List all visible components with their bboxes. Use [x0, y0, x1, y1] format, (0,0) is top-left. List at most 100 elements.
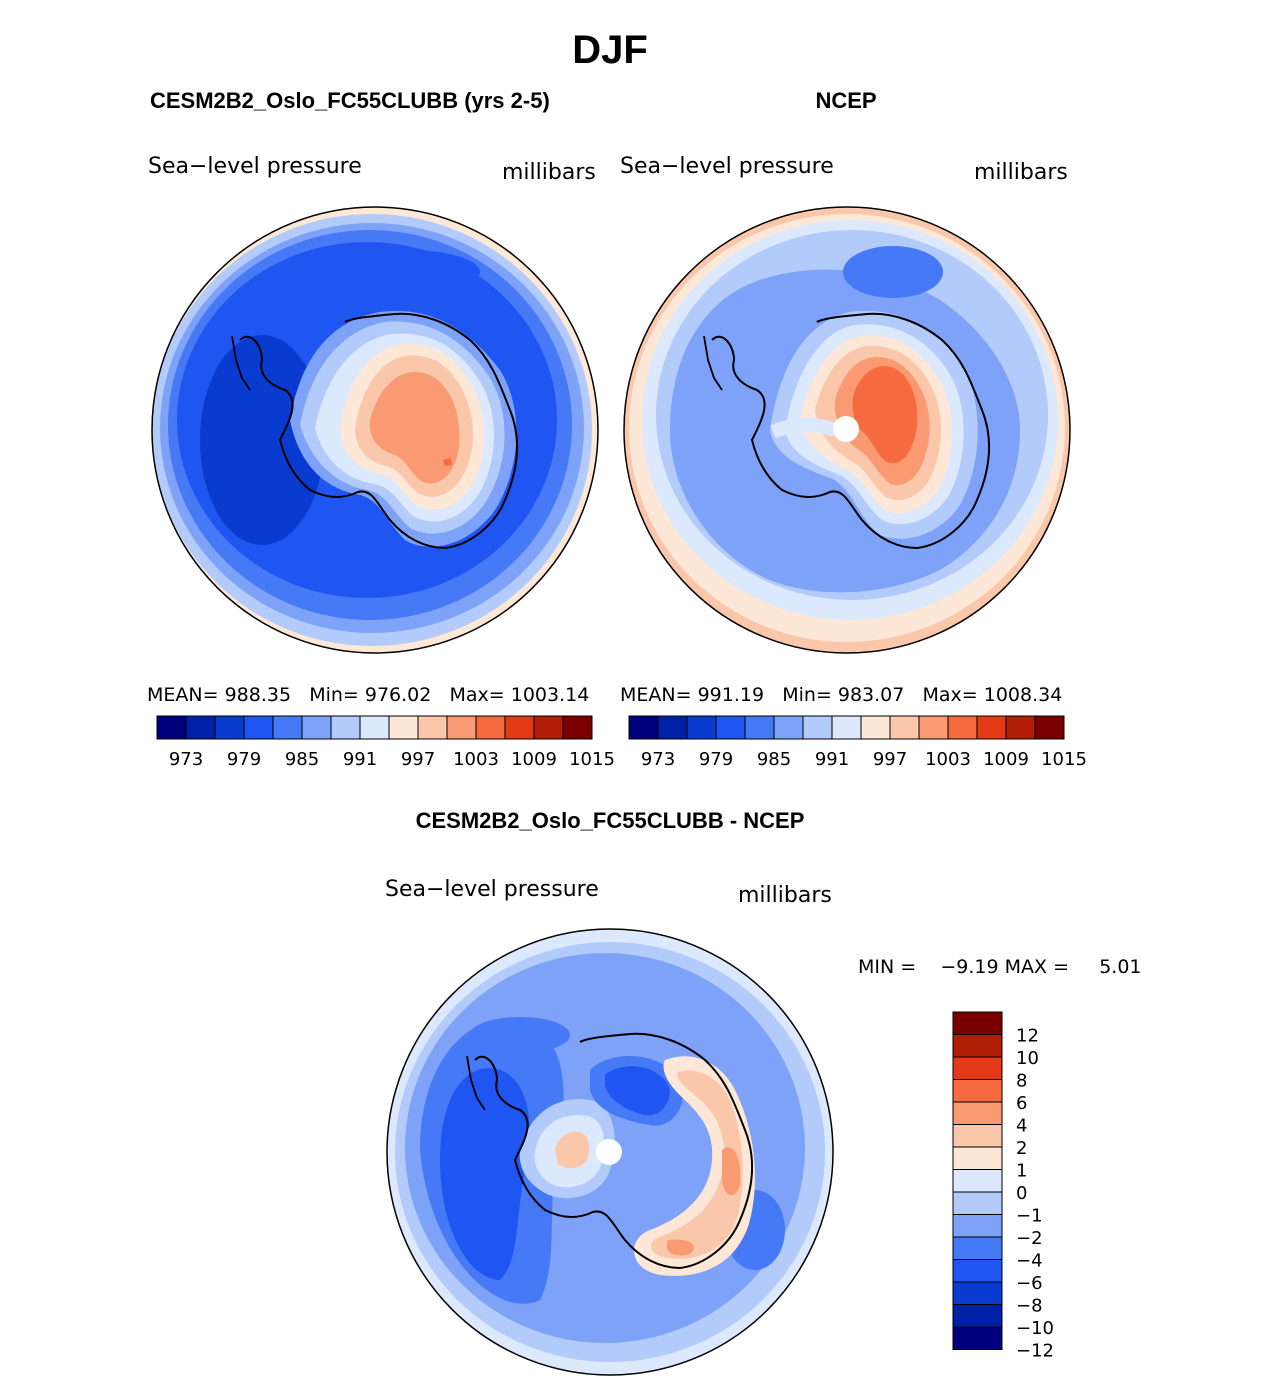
colorbar-tick-label: 10	[1016, 1048, 1039, 1069]
colorbar-swatch	[860, 715, 891, 740]
stat-max-value: 1008.34	[983, 684, 1063, 706]
colorbar-swatch	[952, 1236, 1003, 1260]
colorbar-obs: 973 979 985 991 997 1003 1009 1015	[628, 715, 1087, 770]
colorbar-swatch	[952, 1056, 1003, 1080]
colorbar-swatch	[831, 715, 862, 740]
colorbar-tick-label: 985	[757, 749, 791, 770]
colorbar-tick-label: 997	[873, 749, 907, 770]
colorbar-tick-label: −10	[1016, 1318, 1054, 1339]
colorbar-swatch	[715, 715, 746, 740]
colorbar-tick-label: 1015	[569, 749, 615, 770]
contour-fill	[666, 1239, 694, 1256]
colorbar-tick-label: 0	[1016, 1183, 1027, 1204]
colorbar-tick-label: −6	[1016, 1273, 1043, 1294]
colorbar-swatch	[952, 1079, 1003, 1103]
contour-fill	[770, 417, 838, 439]
colorbar-tick-label: 973	[169, 749, 203, 770]
contour-fill	[369, 372, 460, 484]
colorbar-tick-label: 1	[1016, 1161, 1027, 1182]
colorbar-swatch	[156, 715, 187, 740]
colorbar-swatch	[446, 715, 477, 740]
colorbar-swatch	[1034, 715, 1065, 740]
colorbar-tick-label: 1015	[1041, 749, 1087, 770]
colorbar-tick-label: 4	[1016, 1116, 1027, 1137]
colorbar-tick-label: −1	[1016, 1206, 1043, 1227]
contour-fill	[650, 1070, 743, 1259]
variable-label-model: Sea−level pressure	[148, 154, 362, 179]
stat-mean-label: MEAN=	[147, 684, 219, 706]
contour-fill	[336, 250, 480, 294]
stats-model: MEAN= 988.35 Min= 976.02 Max= 1003.14	[147, 684, 589, 706]
colorbar-swatch	[359, 715, 390, 740]
map-border	[623, 206, 1071, 654]
colorbar-tick-label: 979	[699, 749, 733, 770]
colorbar-swatch	[952, 1214, 1003, 1238]
stat-min-label: Min=	[309, 684, 359, 706]
panel-header-obs: NCEP	[815, 88, 877, 113]
coastline	[231, 335, 251, 391]
stat-max-label: Max=	[449, 684, 505, 706]
colorbar-swatch	[952, 1101, 1003, 1125]
colorbar-tick-label: 1009	[511, 749, 557, 770]
colorbar-swatch	[889, 715, 920, 740]
colorbar-swatch	[628, 715, 659, 740]
contour-fill	[555, 1131, 590, 1169]
stat-min-value: −9.19	[940, 956, 999, 978]
stat-min-value: 983.07	[837, 684, 905, 706]
contour-fill	[843, 246, 943, 298]
colorbar-swatch	[918, 715, 949, 740]
colorbar-tick-label: −2	[1016, 1228, 1043, 1249]
colorbar-swatch	[388, 715, 419, 740]
pole-mask	[833, 416, 859, 442]
map-border	[151, 206, 599, 654]
colorbar-tick-label: 991	[815, 749, 849, 770]
contour-fill	[200, 335, 324, 545]
stat-min-label: Min=	[782, 684, 832, 706]
contour-fill	[440, 1068, 530, 1280]
stat-mean-value: 988.35	[224, 684, 292, 706]
colorbar-swatch	[952, 1304, 1003, 1328]
stat-max-value: 5.01	[1099, 956, 1142, 978]
colorbar-model: 973 979 985 991 997 1003 1009 1015	[156, 715, 615, 770]
colorbar-swatch	[976, 715, 1007, 740]
colorbar-swatch	[952, 1191, 1003, 1215]
colorbar-swatch	[802, 715, 833, 740]
colorbar-swatch	[952, 1281, 1003, 1305]
units-label-model: millibars	[502, 160, 596, 185]
units-label-obs: millibars	[974, 160, 1068, 185]
stat-mean-value: 991.19	[697, 684, 765, 706]
colorbar-swatch	[952, 1259, 1003, 1283]
colorbar-swatch	[533, 715, 564, 740]
colorbar-swatch	[952, 1146, 1003, 1170]
colorbar-swatch	[185, 715, 216, 740]
map-model	[152, 207, 598, 653]
colorbar-tick-label: 997	[401, 749, 435, 770]
colorbar-swatch	[272, 715, 303, 740]
contour-fill	[852, 366, 918, 464]
colorbar-swatch	[301, 715, 332, 740]
colorbar-tick-label: 979	[227, 749, 261, 770]
variable-label-diff: Sea−level pressure	[385, 877, 599, 902]
colorbar-swatch	[947, 715, 978, 740]
colorbar-swatch	[504, 715, 535, 740]
colorbar-swatch	[1005, 715, 1036, 740]
colorbar-swatch	[214, 715, 245, 740]
colorbar-tick-label: 2	[1016, 1138, 1027, 1159]
stats-obs: MEAN= 991.19 Min= 983.07 Max= 1008.34	[620, 684, 1062, 706]
units-label-diff: millibars	[738, 883, 832, 908]
colorbar-tick-label: 6	[1016, 1093, 1027, 1114]
stat-min-value: 976.02	[364, 684, 432, 706]
colorbar-swatch	[952, 1034, 1003, 1058]
coastline	[703, 335, 723, 391]
colorbar-swatch	[562, 715, 593, 740]
colorbar-swatch	[243, 715, 274, 740]
map-border	[386, 928, 834, 1376]
stats-diff: MIN = −9.19 MAX = 5.01	[858, 956, 1142, 978]
colorbar-tick-label: 1003	[453, 749, 499, 770]
stat-max-label: MAX =	[1004, 956, 1069, 978]
colorbar-tick-label: −8	[1016, 1296, 1043, 1317]
stat-min-label: MIN =	[858, 956, 917, 978]
colorbar-swatch	[952, 1011, 1003, 1035]
